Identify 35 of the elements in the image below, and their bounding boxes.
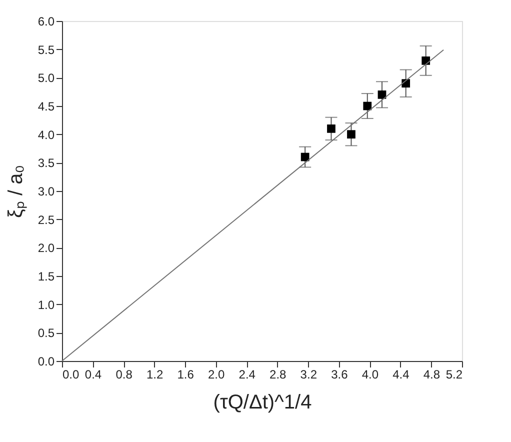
x-tick-label: 0.0 — [62, 368, 80, 382]
y-tick-label: 0.5 — [38, 326, 55, 340]
y-tick-label: 0.0 — [38, 354, 55, 368]
x-tick-label: 2.0 — [208, 368, 226, 382]
y-tick-label: 3.5 — [38, 156, 55, 170]
point — [363, 102, 372, 110]
y-axis-title: ξₚ / a₀ — [4, 164, 27, 218]
x-tick-label: 2.8 — [270, 368, 287, 382]
x-tick-label: 3.6 — [331, 368, 348, 382]
y-tick-label: 2.5 — [38, 212, 55, 227]
x-tick-label: 4.4 — [392, 368, 410, 382]
x-tick-label: 4.8 — [423, 368, 440, 382]
y-tick-label: 6.0 — [38, 14, 55, 28]
y-tick-label: 5.5 — [38, 42, 55, 57]
y-tick-label: 3.0 — [38, 184, 55, 198]
point — [378, 90, 386, 99]
point — [422, 56, 430, 65]
x-tick-label: 2.4 — [238, 368, 256, 382]
x-tick-label: 1.2 — [146, 368, 164, 382]
y-tick-label: 1.5 — [38, 270, 55, 284]
y-tick-label: 4.0 — [38, 128, 55, 142]
x-tick-label: 4.0 — [362, 368, 379, 382]
x-tick-label: 0.4 — [84, 368, 102, 382]
y-tick-label: 4.5 — [38, 100, 55, 114]
x-tick-label: 3.2 — [300, 368, 318, 382]
x-tick-label: 1.6 — [177, 368, 194, 382]
y-tick-label: 5.0 — [38, 71, 55, 86]
point — [327, 124, 336, 133]
y-tick-label: 1.0 — [38, 298, 55, 312]
y-tick-label: 2.0 — [38, 241, 55, 256]
point — [300, 152, 310, 162]
x-axis-title: (τQ/Δt)^1/4 — [213, 392, 312, 414]
x-tick-label: 0.8 — [116, 368, 133, 382]
x-tick-label: 5.2 — [446, 368, 463, 382]
point — [347, 130, 356, 139]
